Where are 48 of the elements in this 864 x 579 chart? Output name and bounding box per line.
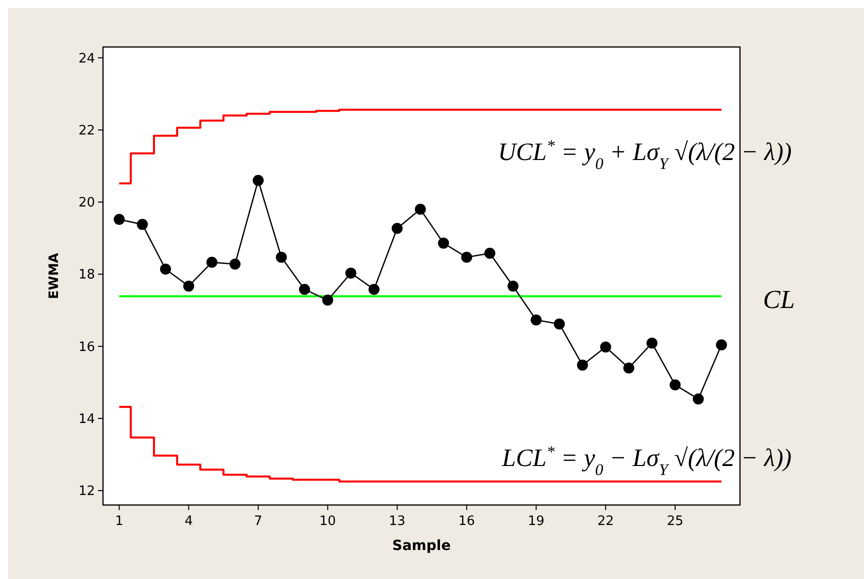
- x-tick-label: 7: [254, 514, 262, 529]
- point: [392, 222, 403, 234]
- point: [368, 284, 380, 295]
- point: [252, 174, 264, 186]
- point: [322, 294, 334, 306]
- point: [114, 214, 125, 225]
- point: [576, 360, 588, 371]
- x-tick-label: 16: [458, 514, 475, 529]
- point: [646, 338, 658, 349]
- point: [600, 342, 612, 353]
- annotation: LCL$^{*}$ = y$_{0}$ − Lσ$_{Y}$ √(λ/(2 − λ)): [501, 443, 792, 479]
- point: [438, 238, 450, 249]
- point: [692, 393, 704, 404]
- y-tick-label: 18: [78, 268, 95, 283]
- point: [623, 362, 634, 374]
- annotation: UCL$^{*}$ = y$_{0}$ + Lσ$_{Y}$ √(λ/(2 − λ)): [498, 137, 792, 173]
- x-tick-label: 13: [388, 514, 406, 529]
- x-tick-label: 19: [528, 514, 544, 529]
- x-tick-label: 10: [319, 514, 336, 529]
- y-tick-label: 14: [78, 412, 95, 427]
- point: [230, 258, 241, 270]
- y-tick-label: 22: [78, 123, 95, 138]
- y-tick-label: 16: [78, 340, 95, 355]
- point: [276, 252, 287, 263]
- point: [461, 252, 472, 263]
- x-tick-label: 4: [184, 514, 193, 529]
- point: [136, 218, 148, 230]
- x-axis-title: Sample: [392, 538, 451, 554]
- x-tick-label: 22: [597, 514, 614, 529]
- y-tick-label: 20: [78, 196, 95, 211]
- text: CL: [763, 285, 795, 314]
- point: [345, 268, 356, 279]
- y-axis-title: EWMA: [47, 252, 62, 300]
- point: [554, 318, 565, 330]
- x-tick-label: 1: [115, 514, 124, 529]
- point: [484, 248, 496, 259]
- point: [206, 256, 218, 268]
- point: [716, 339, 727, 350]
- point: [530, 314, 542, 326]
- x-tick-label: 25: [666, 514, 684, 529]
- y-tick-label: 12: [78, 484, 95, 500]
- point: [670, 379, 681, 390]
- point: [414, 204, 426, 215]
- point: [160, 264, 172, 275]
- y-tick-label: 24: [78, 51, 95, 66]
- point: [299, 284, 310, 295]
- point: [183, 280, 194, 292]
- point: [507, 280, 518, 292]
